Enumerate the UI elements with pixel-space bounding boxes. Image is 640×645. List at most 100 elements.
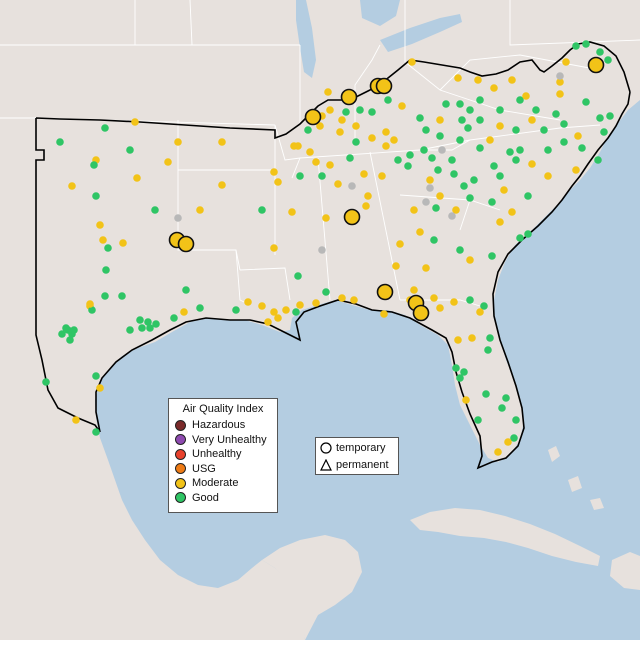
monitor-site-marker[interactable] [258,302,266,310]
monitor-site-marker[interactable] [146,324,154,332]
monitor-site-marker[interactable] [522,92,530,100]
monitor-site-marker[interactable] [448,156,456,164]
monitor-site-marker[interactable] [336,128,344,136]
monitor-site-marker[interactable] [426,176,434,184]
monitor-site-marker[interactable] [596,48,604,56]
monitor-site-marker[interactable] [488,198,496,206]
monitor-site-marker[interactable] [448,212,456,220]
monitor-site-marker[interactable] [368,134,376,142]
monitor-site-marker[interactable] [436,304,444,312]
monitor-site-marker[interactable] [119,239,127,247]
temporary-monitor-marker[interactable] [343,208,361,226]
monitor-site-marker[interactable] [544,172,552,180]
monitor-site-marker[interactable] [384,96,392,104]
monitor-site-marker[interactable] [420,146,428,154]
monitor-site-marker[interactable] [368,108,376,116]
monitor-site-marker[interactable] [432,204,440,212]
monitor-site-marker[interactable] [560,138,568,146]
monitor-site-marker[interactable] [288,208,296,216]
monitor-site-marker[interactable] [428,154,436,162]
monitor-site-marker[interactable] [408,58,416,66]
monitor-site-marker[interactable] [498,404,506,412]
monitor-site-marker[interactable] [170,314,178,322]
monitor-site-marker[interactable] [474,416,482,424]
monitor-site-marker[interactable] [494,448,502,456]
monitor-site-marker[interactable] [476,116,484,124]
monitor-site-marker[interactable] [364,192,372,200]
monitor-site-marker[interactable] [324,88,332,96]
monitor-site-marker[interactable] [338,294,346,302]
monitor-site-marker[interactable] [244,298,252,306]
monitor-site-marker[interactable] [133,174,141,182]
monitor-site-marker[interactable] [92,192,100,200]
monitor-site-marker[interactable] [436,192,444,200]
monitor-site-marker[interactable] [512,416,520,424]
monitor-site-marker[interactable] [480,302,488,310]
monitor-site-marker[interactable] [476,308,484,316]
monitor-site-marker[interactable] [604,56,612,64]
monitor-site-marker[interactable] [174,138,182,146]
monitor-site-marker[interactable] [562,58,570,66]
monitor-site-marker[interactable] [594,156,602,164]
monitor-site-marker[interactable] [390,136,398,144]
monitor-site-marker[interactable] [86,300,94,308]
monitor-site-marker[interactable] [442,100,450,108]
temporary-monitor-marker[interactable] [177,235,195,253]
monitor-site-marker[interactable] [456,100,464,108]
monitor-site-marker[interactable] [322,288,330,296]
monitor-site-marker[interactable] [118,292,126,300]
monitor-site-marker[interactable] [99,236,107,244]
monitor-site-marker[interactable] [334,180,342,188]
monitor-site-marker[interactable] [422,198,430,206]
monitor-site-marker[interactable] [196,206,204,214]
monitor-site-marker[interactable] [232,306,240,314]
monitor-site-marker[interactable] [68,182,76,190]
monitor-site-marker[interactable] [322,214,330,222]
monitor-site-marker[interactable] [70,326,78,334]
monitor-site-marker[interactable] [380,310,388,318]
monitor-site-marker[interactable] [574,132,582,140]
monitor-site-marker[interactable] [496,218,504,226]
monitor-site-marker[interactable] [131,118,139,126]
monitor-site-marker[interactable] [578,144,586,152]
monitor-site-marker[interactable] [382,142,390,150]
monitor-site-marker[interactable] [352,138,360,146]
monitor-site-marker[interactable] [512,126,520,134]
monitor-site-marker[interactable] [422,264,430,272]
monitor-site-marker[interactable] [422,126,430,134]
monitor-site-marker[interactable] [528,160,536,168]
monitor-site-marker[interactable] [488,252,496,260]
monitor-site-marker[interactable] [524,192,532,200]
monitor-site-marker[interactable] [528,116,536,124]
monitor-site-marker[interactable] [96,221,104,229]
monitor-site-marker[interactable] [406,151,414,159]
monitor-site-marker[interactable] [582,40,590,48]
monitor-site-marker[interactable] [452,364,460,372]
monitor-site-marker[interactable] [174,214,182,222]
monitor-site-marker[interactable] [474,76,482,84]
monitor-site-marker[interactable] [460,368,468,376]
monitor-site-marker[interactable] [306,148,314,156]
monitor-site-marker[interactable] [458,116,466,124]
monitor-site-marker[interactable] [438,146,446,154]
monitor-site-marker[interactable] [516,96,524,104]
monitor-site-marker[interactable] [274,178,282,186]
monitor-site-marker[interactable] [436,132,444,140]
monitor-site-marker[interactable] [318,246,326,254]
monitor-site-marker[interactable] [318,172,326,180]
monitor-site-marker[interactable] [392,262,400,270]
monitor-site-marker[interactable] [356,106,364,114]
monitor-site-marker[interactable] [466,194,474,202]
monitor-site-marker[interactable] [430,294,438,302]
monitor-site-marker[interactable] [504,438,512,446]
monitor-site-marker[interactable] [312,158,320,166]
monitor-site-marker[interactable] [264,318,272,326]
monitor-site-marker[interactable] [464,124,472,132]
monitor-site-marker[interactable] [476,144,484,152]
monitor-site-marker[interactable] [338,116,346,124]
monitor-site-marker[interactable] [312,299,320,307]
monitor-site-marker[interactable] [218,138,226,146]
monitor-site-marker[interactable] [468,334,476,342]
monitor-site-marker[interactable] [486,334,494,342]
